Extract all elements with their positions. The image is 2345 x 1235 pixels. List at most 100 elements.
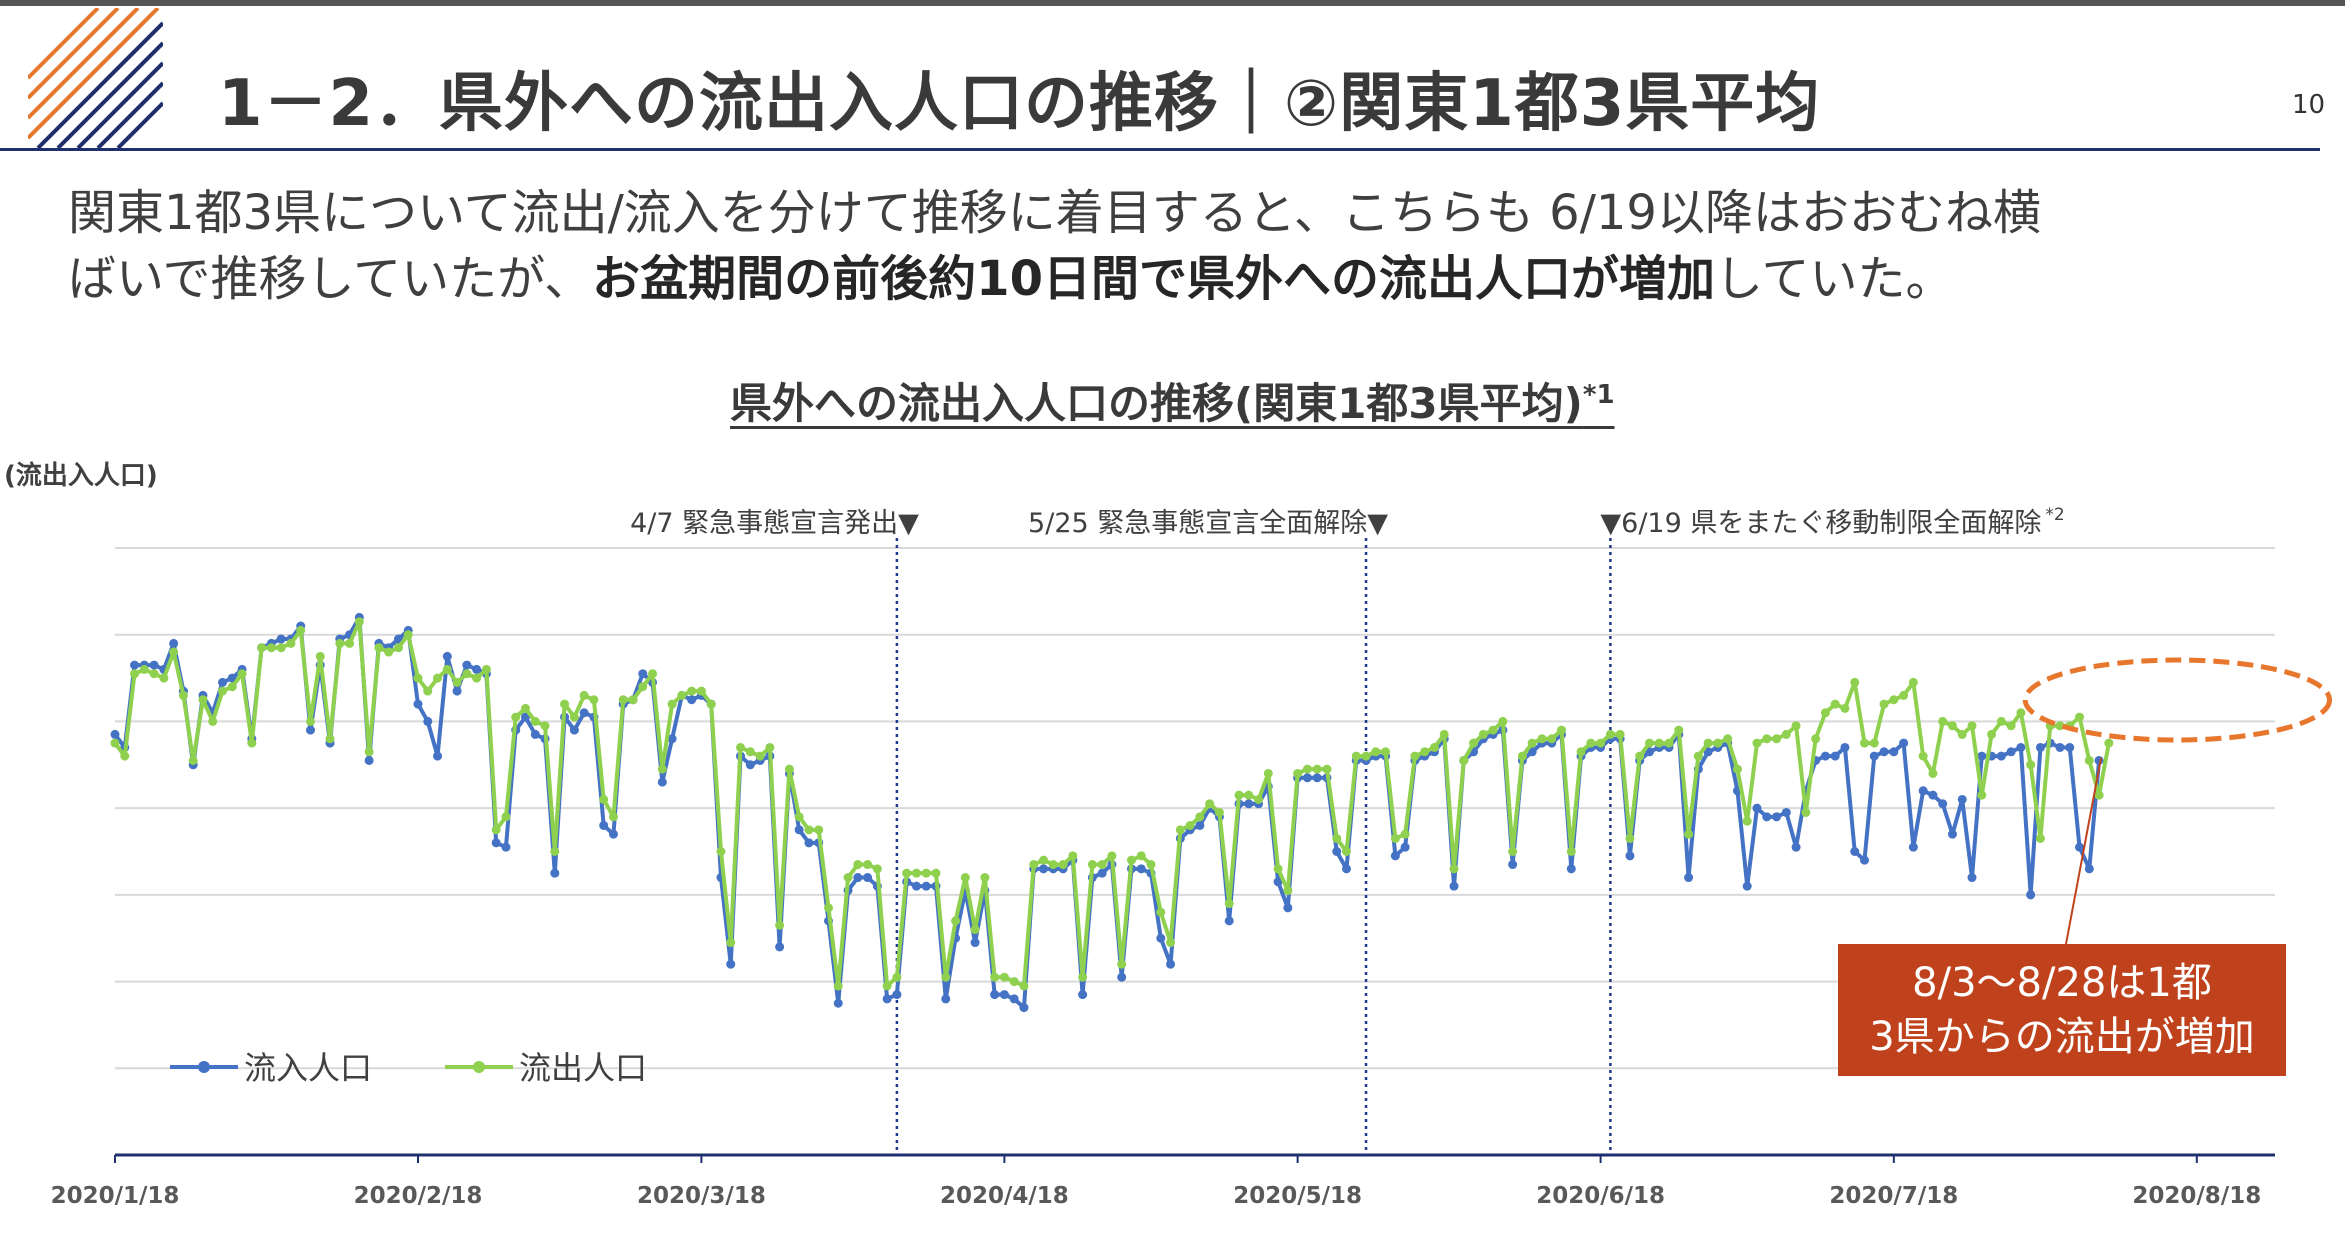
data-point bbox=[286, 638, 296, 648]
data-point bbox=[1977, 790, 1987, 800]
data-point bbox=[266, 643, 276, 653]
data-point bbox=[872, 864, 882, 874]
data-point bbox=[1224, 899, 1234, 909]
data-point bbox=[892, 990, 902, 1000]
data-point bbox=[1146, 860, 1156, 870]
data-point bbox=[1693, 751, 1703, 761]
data-point bbox=[1459, 755, 1469, 765]
data-point bbox=[1947, 829, 1957, 839]
data-point bbox=[1508, 860, 1518, 870]
data-point bbox=[1879, 747, 1889, 757]
data-point bbox=[442, 651, 452, 661]
data-point bbox=[687, 695, 697, 705]
data-point bbox=[1967, 721, 1977, 731]
data-point bbox=[481, 664, 491, 674]
data-point bbox=[1918, 751, 1928, 761]
data-point bbox=[1302, 764, 1312, 774]
data-point bbox=[1527, 747, 1537, 757]
data-point bbox=[2094, 790, 2104, 800]
data-point bbox=[276, 634, 286, 644]
data-point bbox=[1312, 764, 1322, 774]
data-point bbox=[1332, 833, 1342, 843]
data-point bbox=[550, 868, 560, 878]
data-point bbox=[1351, 751, 1361, 761]
x-tick-label: 2020/5/18 bbox=[1233, 1183, 1362, 1209]
data-point bbox=[1390, 851, 1400, 861]
data-point bbox=[882, 994, 892, 1004]
data-point bbox=[1615, 729, 1625, 739]
data-point bbox=[618, 695, 628, 705]
data-point bbox=[2026, 890, 2036, 900]
data-point bbox=[1684, 873, 1694, 883]
data-point bbox=[364, 747, 374, 757]
data-point bbox=[442, 664, 452, 674]
data-point bbox=[2035, 833, 2045, 843]
data-point bbox=[560, 699, 570, 709]
data-point bbox=[1224, 916, 1234, 926]
data-point bbox=[1009, 977, 1019, 987]
data-point bbox=[784, 764, 794, 774]
data-point bbox=[208, 716, 218, 726]
data-point bbox=[892, 972, 902, 982]
data-point bbox=[1625, 851, 1635, 861]
data-point bbox=[1908, 842, 1918, 852]
data-point bbox=[980, 873, 990, 883]
data-point bbox=[726, 938, 736, 948]
data-point bbox=[882, 981, 892, 991]
annotation-callout: 8/3～8/28は1都 3県からの流出が増加 bbox=[1838, 944, 2286, 1076]
data-point bbox=[120, 751, 130, 761]
data-point bbox=[2016, 742, 2026, 752]
data-point bbox=[1400, 842, 1410, 852]
data-point bbox=[501, 842, 511, 852]
legend-marker bbox=[198, 1061, 210, 1073]
data-point bbox=[1498, 716, 1508, 726]
data-point bbox=[833, 981, 843, 991]
data-point bbox=[1175, 825, 1185, 835]
data-point bbox=[1312, 773, 1322, 783]
data-point bbox=[452, 686, 462, 696]
data-point bbox=[1644, 747, 1654, 757]
x-tick-label: 2020/1/18 bbox=[51, 1183, 180, 1209]
legend-label: 流出人口 bbox=[519, 1049, 647, 1087]
data-point bbox=[1820, 708, 1830, 718]
data-point bbox=[736, 742, 746, 752]
data-point bbox=[393, 634, 403, 644]
data-point bbox=[687, 686, 697, 696]
chart-title-text: 県外への流出入人口の推移(関東1都3県平均) bbox=[730, 379, 1583, 428]
data-point bbox=[1654, 738, 1664, 748]
data-point bbox=[1039, 855, 1049, 865]
data-point bbox=[970, 938, 980, 948]
data-point bbox=[472, 673, 482, 683]
data-point bbox=[951, 916, 961, 926]
line-chart: 2020/1/18 2020/2/18 2020/3/18 2020/4/18 2020… bbox=[51, 505, 2333, 1209]
data-point bbox=[423, 686, 433, 696]
data-point bbox=[2006, 721, 2016, 731]
data-point bbox=[599, 794, 609, 804]
data-point bbox=[667, 699, 677, 709]
data-point bbox=[1429, 742, 1439, 752]
data-point bbox=[1977, 751, 1987, 761]
event-label: ▼6/19 県をまたぐ移動制限全面解除 bbox=[1600, 508, 2041, 539]
data-point bbox=[1918, 786, 1928, 796]
chart-title-note: *1 bbox=[1582, 380, 1615, 410]
data-point bbox=[1361, 751, 1371, 761]
data-point bbox=[178, 690, 188, 700]
data-point bbox=[745, 747, 755, 757]
data-point bbox=[1938, 716, 1948, 726]
data-point bbox=[1762, 812, 1772, 822]
data-point bbox=[1400, 829, 1410, 839]
description-line-2-end: していた。 bbox=[1714, 251, 1954, 307]
data-point bbox=[814, 825, 824, 835]
data-point bbox=[804, 838, 814, 848]
data-point bbox=[1508, 847, 1518, 856]
data-point bbox=[1850, 677, 1860, 687]
data-point bbox=[1058, 860, 1068, 870]
data-point bbox=[1742, 816, 1752, 826]
data-point bbox=[335, 638, 345, 648]
data-point bbox=[1283, 903, 1293, 913]
data-point bbox=[1625, 833, 1635, 843]
data-point bbox=[520, 712, 530, 722]
data-point bbox=[1302, 773, 1312, 783]
data-point bbox=[2016, 708, 2026, 718]
data-point bbox=[2075, 842, 2085, 852]
